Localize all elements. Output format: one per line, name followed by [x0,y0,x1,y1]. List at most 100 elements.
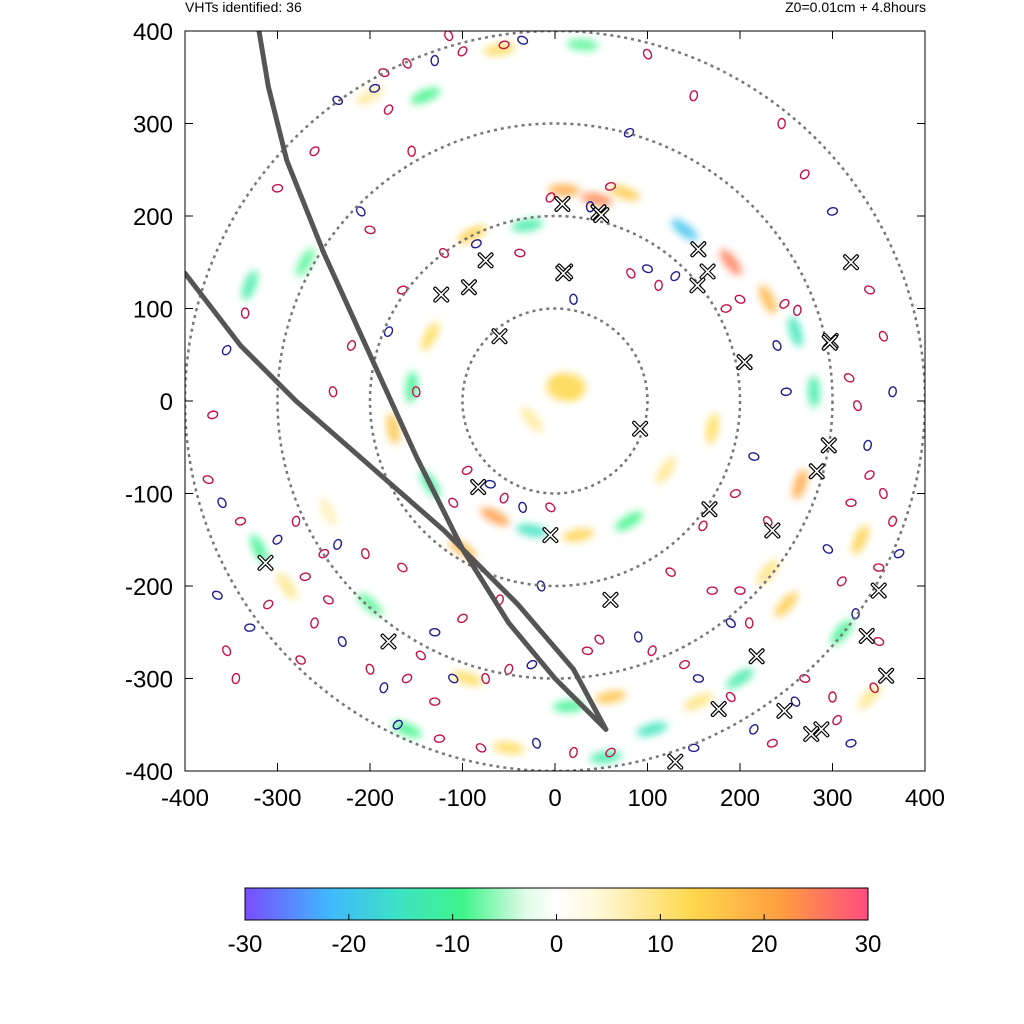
contour-cell [604,181,617,191]
contour-cell [799,674,811,683]
track-line-2 [185,270,609,732]
vht-marker-fill [478,253,493,268]
contour-cell [222,645,232,657]
contour-cell [605,747,616,758]
contour-cell [845,738,857,748]
colorbar-ticks: -30 -20 -10 0 10 20 30 [228,914,881,958]
vht-marker-fill [258,556,273,570]
vht-marker-fill [749,649,764,664]
contour-cell [545,502,556,513]
field-blob [683,692,714,711]
y-tick-label: 400 [133,19,173,46]
center-blob [546,373,587,402]
vht-marker [554,195,571,212]
field-blob [830,619,853,646]
contour-cell [698,520,708,532]
contour-cell [869,682,879,694]
field-blob [410,87,441,105]
vht-marker-fill [702,502,717,517]
contour-cell [448,497,459,508]
vht-marker-fill [471,480,486,494]
vht-count-label: VHTs identified: 36 [185,0,302,15]
vht-marker [470,479,487,496]
field-blob [758,284,777,314]
y-tick-label: 0 [160,389,173,416]
contour-cell [470,239,482,249]
vht-marker-fill [690,278,705,293]
contour-cell [429,627,441,637]
contour-cell [581,646,594,656]
contour-cell [402,58,412,69]
contour-cell [569,746,578,759]
x-tick-label: 0 [548,785,561,812]
contour-cell [689,90,699,102]
field-blob [295,247,315,277]
range-ring-100 [461,307,649,495]
x-tick-label: 300 [812,785,852,812]
y-tick-label: -400 [125,759,173,786]
contour-cell [318,548,330,559]
contour-cell [461,465,473,476]
contour-cell [217,497,227,509]
contour-cell [392,719,403,730]
contour-cell [211,590,223,600]
field-blob [548,184,581,197]
contour-cell [822,544,834,554]
y-tick-label: 200 [133,204,173,231]
contour-cell [415,650,427,661]
field-blob [319,497,338,527]
field-blob [756,559,779,586]
contour-cell [832,714,843,726]
field-blob [774,591,798,618]
contour-cell [799,169,810,180]
contour-cell [852,400,863,412]
contour-cell [518,501,527,514]
contour-cell [360,548,370,560]
colorbar-tick-label: -10 [435,931,470,958]
contour-cell [772,340,782,351]
field-blob [483,43,516,56]
contour-cell [863,439,873,452]
vht-marker [870,582,887,599]
x-tick-label: -100 [438,785,486,812]
vht-marker-fill [462,280,476,295]
contour-cell [734,294,746,304]
vht-marker [667,753,684,770]
field-blob [241,270,258,301]
contour-cell [337,636,347,647]
contour-cell [411,386,421,398]
field-blob [656,456,676,485]
field-blob [451,671,483,686]
contour-cell [725,691,736,703]
field-blob [609,185,640,201]
x-tick-label: 400 [905,785,945,812]
contour-cell [333,538,343,550]
vht-marker [820,437,837,454]
contour-cell [309,146,320,157]
contour-cell [379,682,389,694]
contour-cell [369,83,381,93]
contour-cell [299,572,311,582]
field-blob [615,511,643,532]
contour-cell [234,516,247,526]
contour-cell [481,672,491,685]
contour-cell [828,691,837,703]
contour-cell [729,488,741,499]
field-blob [726,668,754,689]
contour-cell [498,40,510,50]
contour-cell [864,285,875,295]
contour-cell [295,655,306,665]
contour-cell [240,307,250,319]
contour-cell [244,623,256,632]
contour-cell [792,304,802,317]
contour-cell [263,599,274,610]
field-blob [386,412,400,445]
contour-cell [364,225,376,235]
vht-marker-fill [804,727,819,741]
vht-marker [477,252,494,269]
vht-marker-fill [814,722,829,737]
colorbar-tick-label: -20 [331,931,366,958]
vht-marker [858,627,875,644]
field-blob [480,507,510,526]
contour-cell [780,387,792,397]
